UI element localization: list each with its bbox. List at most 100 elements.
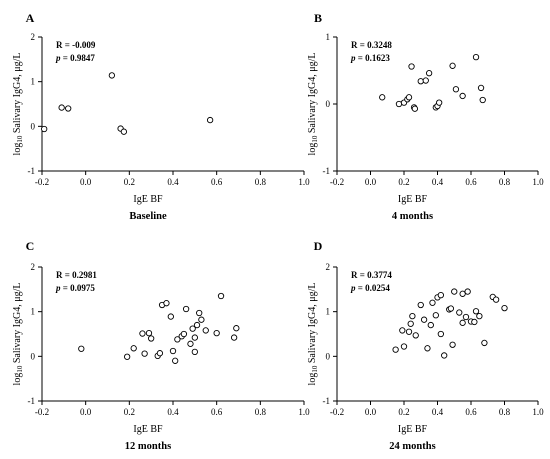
data-point [459,319,466,326]
data-point [145,329,153,337]
y-tick-label: 1 [31,307,36,317]
y-tick-label: -1 [28,396,36,406]
correlation-r: R = -0.009 [56,40,96,50]
data-point [417,78,424,85]
x-tick-label: 0.2 [398,177,409,187]
p-value-text: = 0.1623 [358,53,391,63]
data-point [399,327,406,334]
data-point [420,316,428,323]
data-point [163,300,170,307]
data-point [472,53,480,61]
x-tick-label: 0.6 [465,407,477,417]
y-tick-label: -1 [323,166,331,176]
p-value: p = 0.0254 [350,283,390,293]
x-axis-label: IgE BF [133,424,163,435]
data-point [213,329,220,337]
data-point [167,313,174,320]
data-point [139,330,146,337]
data-point [148,335,155,342]
data-point [429,299,436,306]
data-point [191,348,198,356]
data-point [41,125,48,133]
data-point [462,313,470,321]
y-tick-label: 1 [31,77,36,87]
x-tick-label: 0.0 [80,177,92,187]
x-axis-label: IgE BF [398,194,428,205]
data-point [174,336,181,343]
data-point [449,341,456,348]
data-point [65,105,72,112]
panel-a: A -0.2 0.0 0.2 0.4 0.6 0.8 1.0 -1 0 1 2 IgE BF log10 … [12,11,310,222]
y-axis-label: log10 Salivary IgG4, μg/L [12,283,24,386]
x-tick-label: 0.2 [398,407,409,417]
panel-caption: 12 months [125,441,171,452]
panel-letter: B [314,11,322,25]
x-tick-label: 1.0 [298,407,310,417]
data-point [191,334,198,341]
data-point [400,343,408,350]
panel-letter: A [26,11,35,25]
data-point [217,292,225,300]
data-point [130,345,137,352]
x-tick-label: 0.0 [365,407,377,417]
data-point [464,288,471,295]
data-point [417,301,424,309]
data-point [425,70,433,77]
data-point [472,308,480,315]
x-tick-label: -0.2 [35,177,49,187]
x-tick-label: 0.8 [255,177,267,187]
data-point [456,309,463,316]
data-point [436,99,443,106]
data-point [120,128,128,135]
data-point [422,77,429,84]
y-tick-label: -1 [28,166,36,176]
data-point [471,318,478,326]
x-tick-label: 0.6 [211,407,223,417]
panel-letter: C [26,239,35,253]
y-tick-label: 1 [326,307,331,317]
x-tick-label: 1.0 [298,177,310,187]
correlation-r: R = 0.2981 [56,270,97,280]
y-tick-label: 0 [326,99,331,109]
y-axis-label: log10 Salivary IgG4, μg/L [307,283,319,386]
x-tick-label: 0.0 [80,407,92,417]
data-point [379,94,386,101]
data-point [395,100,403,108]
y-axis-label: log10 Salivary IgG4, μg/L [307,53,319,156]
x-tick-label: 0.6 [465,177,477,187]
data-point [437,291,444,299]
data-point [451,288,458,295]
x-tick-label: 0.8 [255,407,267,417]
data-point [78,345,85,352]
panel-caption: Baseline [129,211,167,222]
data-point [432,312,439,319]
data-point [124,353,131,360]
data-point [492,296,500,303]
p-value-text: = 0.0254 [358,283,391,293]
data-point [193,321,201,329]
data-point [189,325,196,332]
x-tick-label: 0.8 [499,407,511,417]
data-point [437,330,444,338]
data-point [169,347,177,355]
x-tick-label: 0.6 [211,177,223,187]
data-point [459,290,466,297]
data-point [58,104,65,111]
x-axis-label: IgE BF [398,424,428,435]
y-tick-label: 0 [326,351,331,361]
data-point [452,86,460,93]
panel-caption: 24 months [389,441,435,452]
data-point [481,339,488,347]
p-value: p = 0.9847 [55,53,95,63]
data-point [202,327,209,334]
data-point [172,357,179,364]
panel-caption: 4 months [392,211,433,222]
y-tick-label: 0 [31,121,36,131]
data-point [392,346,399,353]
x-tick-label: 0.2 [124,177,135,187]
data-point [409,312,416,320]
data-point [408,63,415,70]
data-point [233,325,240,332]
data-point [405,94,413,101]
x-tick-label: 0.4 [167,177,179,187]
